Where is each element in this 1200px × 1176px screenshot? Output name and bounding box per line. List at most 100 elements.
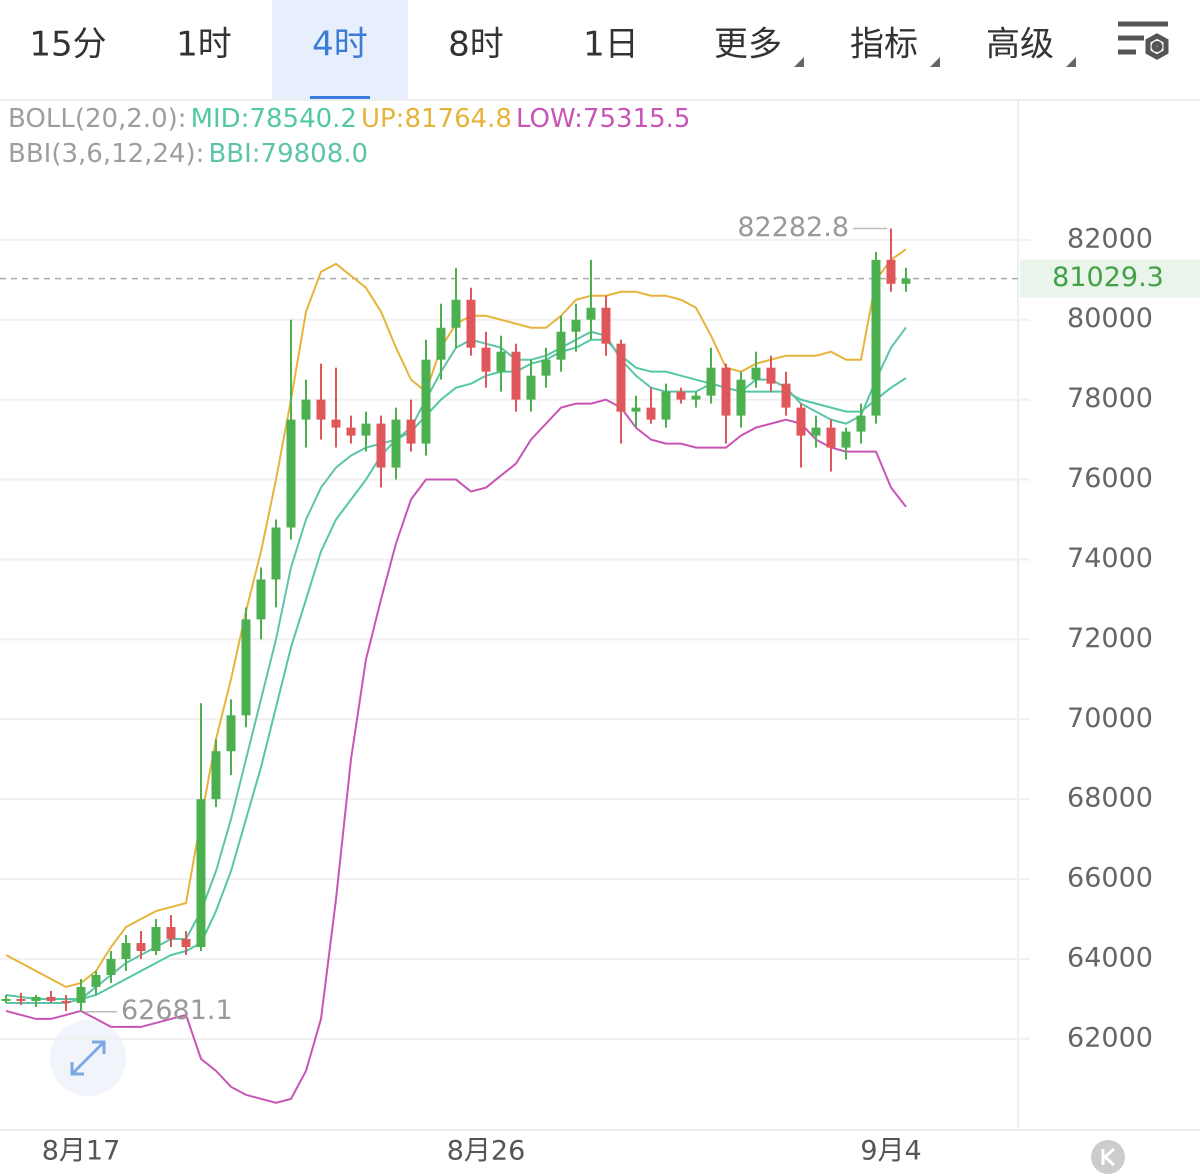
indicator-label: BBI(3,6,12,24):: [8, 139, 205, 169]
y-tick-label: 76000: [1067, 463, 1153, 494]
tab[interactable]: 4时: [312, 25, 368, 65]
legend-entry: BBI:79808.0: [208, 139, 369, 169]
tab[interactable]: 15分: [29, 25, 106, 65]
candle-body: [196, 799, 206, 948]
legend-entry: MID:78540.2: [190, 104, 357, 134]
settings-icon[interactable]: [1118, 21, 1169, 60]
candle-body: [376, 423, 386, 468]
candle-body: [346, 427, 356, 436]
y-tick-label: 62000: [1067, 1022, 1153, 1053]
tab[interactable]: 1时: [176, 25, 232, 65]
tab[interactable]: 更多: [714, 25, 782, 65]
candle-body: [856, 415, 866, 432]
candle-body: [181, 939, 191, 948]
candle-body: [406, 419, 416, 444]
candle-body: [421, 359, 431, 444]
indicator-row: BOLL(20,2.0): MID:78540.2 UP:81764.8 LOW:75…: [8, 102, 694, 137]
candle-body: [46, 996, 56, 1001]
candle-body: [751, 367, 761, 380]
candle-body: [736, 379, 746, 416]
candle-body: [16, 998, 26, 1001]
candle-body: [106, 958, 116, 975]
candle-body: [781, 383, 791, 408]
candle-body: [496, 351, 506, 372]
tab[interactable]: 高级: [986, 25, 1054, 65]
active-tab-bar: [310, 96, 370, 100]
candle-body: [466, 299, 476, 348]
candle-body: [661, 391, 671, 420]
candle-body: [541, 359, 551, 376]
indicator-line: [6, 326, 907, 1004]
candle-body: [616, 343, 626, 412]
active-tab-bg: [272, 0, 408, 100]
y-tick-label: 66000: [1067, 863, 1153, 894]
tab[interactable]: 8时: [448, 25, 504, 65]
candle-body: [61, 1000, 71, 1003]
x-tick-label: 8月17: [42, 1136, 121, 1167]
candle-body: [226, 715, 236, 752]
candle-body: [316, 399, 326, 420]
indicator-line: [5, 398, 907, 1104]
candle-body: [136, 943, 146, 952]
candle-body: [271, 527, 281, 580]
y-tick-label: 82000: [1067, 223, 1153, 254]
y-tick-label: 78000: [1067, 383, 1153, 414]
candle-body: [526, 375, 536, 400]
candle-body: [256, 579, 266, 620]
candle-body: [91, 974, 101, 987]
candle-body: [691, 395, 701, 400]
candle-body: [571, 319, 581, 332]
candle-body: [1, 998, 11, 1001]
indicator-label: BOLL(20,2.0):: [8, 104, 187, 134]
candle-body: [151, 927, 161, 952]
candle-body: [631, 407, 641, 412]
candle-body: [331, 419, 341, 428]
expand-button[interactable]: [50, 1020, 126, 1096]
candle-body: [511, 351, 521, 400]
tab[interactable]: 1日: [583, 25, 639, 65]
y-tick-label: 74000: [1067, 543, 1153, 574]
last-price-box: [1020, 259, 1200, 298]
candle-body: [586, 307, 596, 320]
indicator-legend: BOLL(20,2.0): MID:78540.2 UP:81764.8 LOW:75…: [8, 102, 694, 172]
candle-body: [646, 407, 656, 420]
candle-body: [676, 391, 686, 400]
candle-body: [211, 751, 221, 800]
candle-body: [166, 927, 176, 940]
candle-body: [826, 427, 836, 448]
candle-body: [301, 399, 311, 420]
dropdown-caret: [930, 57, 940, 67]
high-label: 82282.8: [737, 212, 849, 243]
candle-body: [31, 996, 41, 1001]
k-button[interactable]: [1091, 1140, 1125, 1174]
candle-body: [811, 427, 821, 436]
y-tick-label: 70000: [1067, 703, 1153, 734]
candle-body: [481, 347, 491, 372]
candle-body: [451, 299, 461, 328]
last-price-label: 81029.3: [1052, 262, 1164, 293]
candle-body: [871, 259, 881, 416]
y-tick-label: 72000: [1067, 623, 1153, 654]
y-tick-label: 80000: [1067, 303, 1153, 334]
candle-body: [721, 367, 731, 416]
y-tick-label: 64000: [1067, 942, 1153, 973]
candle-body: [601, 307, 611, 344]
candle-body: [556, 331, 566, 360]
candle-body: [886, 259, 896, 284]
indicator-row: BBI(3,6,12,24): BBI:79808.0: [8, 137, 694, 172]
candle-body: [436, 327, 446, 360]
candle-body: [796, 407, 806, 436]
candle-body: [901, 278, 911, 284]
indicator-line: [5, 338, 907, 1000]
dropdown-caret: [1066, 57, 1076, 67]
candle-body: [76, 986, 86, 1003]
candle-body: [766, 367, 776, 384]
x-tick-label: 9月4: [860, 1136, 921, 1167]
candle-body: [121, 943, 131, 959]
tab[interactable]: 指标: [850, 25, 918, 65]
candle-body: [286, 419, 296, 528]
candle-body: [391, 419, 401, 468]
x-tick-label: 8月26: [447, 1136, 526, 1167]
